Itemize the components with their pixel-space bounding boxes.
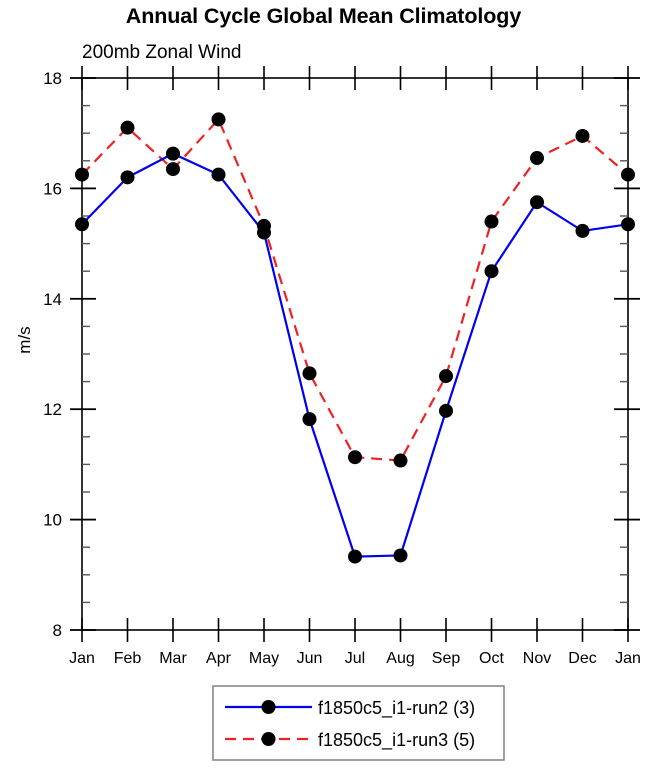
data-point-marker bbox=[75, 167, 89, 182]
x-tick-label: Jul bbox=[345, 650, 365, 667]
data-point-marker bbox=[302, 366, 317, 381]
legend-box bbox=[212, 685, 505, 761]
data-point-marker bbox=[484, 214, 499, 229]
data-point-marker bbox=[393, 548, 408, 563]
data-point-marker bbox=[166, 146, 180, 161]
x-tick-label: Jun bbox=[297, 650, 323, 667]
x-tick-label: Jan bbox=[615, 650, 641, 667]
data-point-marker bbox=[621, 217, 635, 232]
data-point-marker bbox=[211, 112, 226, 127]
x-tick-label: Nov bbox=[523, 650, 551, 667]
data-point-marker bbox=[530, 195, 544, 210]
x-tick-label: Mar bbox=[159, 650, 187, 667]
data-point-marker bbox=[439, 403, 453, 418]
legend-label: f1850c5_i1-run2 (3) bbox=[318, 698, 475, 719]
x-tick-label: Feb bbox=[114, 650, 142, 667]
data-point-marker bbox=[211, 167, 226, 182]
x-tick-label: Sep bbox=[432, 650, 461, 667]
data-point-marker bbox=[348, 549, 362, 564]
data-point-marker bbox=[302, 412, 317, 427]
legend-marker-sample bbox=[261, 732, 276, 746]
data-point-marker bbox=[621, 167, 635, 182]
series-line bbox=[81, 152, 629, 558]
chart-title: Annual Cycle Global Mean Climatology bbox=[125, 4, 522, 28]
y-tick-label: 16 bbox=[43, 179, 62, 198]
x-tick-label: Apr bbox=[206, 650, 232, 667]
y-tick-label: 14 bbox=[43, 290, 62, 309]
data-point-marker bbox=[439, 369, 453, 384]
data-point-marker bbox=[348, 450, 362, 465]
data-point-marker bbox=[393, 453, 408, 468]
legend-marker-sample bbox=[261, 700, 276, 714]
y-tick-label: 12 bbox=[43, 400, 62, 419]
y-tick-label: 10 bbox=[43, 511, 62, 530]
x-tick-label: Aug bbox=[386, 650, 414, 667]
x-tick-label: May bbox=[249, 650, 279, 667]
data-point-marker bbox=[484, 264, 499, 279]
data-point-marker bbox=[530, 151, 544, 166]
data-point-marker bbox=[75, 217, 89, 232]
y-tick-label: 18 bbox=[43, 69, 62, 88]
data-point-marker bbox=[166, 162, 180, 177]
data-point-marker bbox=[575, 128, 590, 143]
data-point-marker bbox=[120, 170, 135, 185]
x-tick-label: Jan bbox=[69, 650, 95, 667]
x-tick-label: Oct bbox=[479, 650, 504, 667]
x-axis-ticks: Jan Feb Mar Apr May Jun Jul Aug Sep Oct Nov Dec Jan bbox=[69, 66, 641, 667]
series-line bbox=[81, 117, 629, 462]
data-point-marker bbox=[257, 218, 271, 233]
chart-subtitle: 200mb Zonal Wind bbox=[82, 42, 242, 63]
y-axis-ticks: 8 10 12 14 16 18 bbox=[43, 69, 640, 640]
data-point-marker bbox=[575, 223, 590, 238]
legend-label: f1850c5_i1-run3 (5) bbox=[318, 730, 475, 751]
x-tick-label: Dec bbox=[568, 650, 596, 667]
y-tick-label: 8 bbox=[53, 621, 62, 640]
legend: f1850c5_i1-run2 (3) f1850c5_i1-run3 (5) bbox=[212, 685, 505, 761]
data-point-marker bbox=[120, 120, 135, 135]
data-series bbox=[75, 112, 635, 564]
